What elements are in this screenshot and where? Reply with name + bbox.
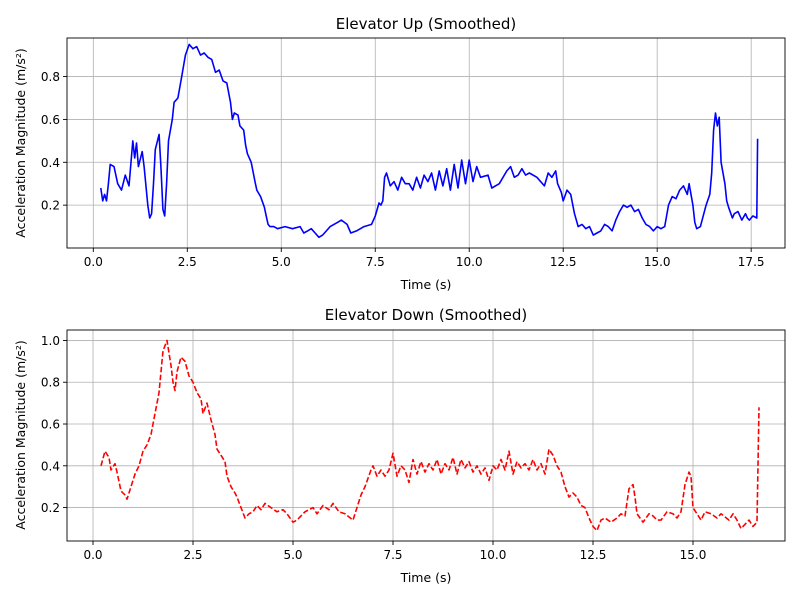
y-tick-label: 1.0 [41,334,60,348]
chart-elevator-up: Elevator Up (Smoothed) Time (s) Accelera… [13,15,786,292]
series-line [100,43,759,239]
y-tick-label: 0.4 [41,459,60,473]
y-tick-label: 0.8 [41,70,60,84]
x-tick-label: 5.0 [272,255,291,269]
x-tick-label: 10.0 [480,548,507,562]
plot-frame [66,37,786,249]
grid [67,38,785,248]
y-tick-label: 0.2 [41,501,60,515]
y-axis-label: Acceleration Magnitude (m/s²) [13,340,28,530]
x-tick-label: 0.0 [84,255,103,269]
x-axis-label: Time (s) [400,277,452,292]
y-tick-label: 0.2 [41,199,60,213]
x-tick-label: 7.5 [383,548,402,562]
chart-elevator-down: Elevator Down (Smoothed) Time (s) Accele… [13,306,786,585]
x-tick-label: 7.5 [366,255,385,269]
x-tick-label: 15.0 [644,255,671,269]
plot-frame [66,329,786,542]
y-axis-label: Acceleration Magnitude (m/s²) [13,48,28,238]
x-tick-label: 0.0 [83,548,102,562]
x-axis-label: Time (s) [400,570,452,585]
y-tick-label: 0.4 [41,156,60,170]
grid [67,330,785,541]
x-tick-label: 15.0 [680,548,707,562]
x-tick-label: 5.0 [283,548,302,562]
x-tick-label: 2.5 [183,548,202,562]
y-tick-label: 0.6 [41,418,60,432]
x-tick-label: 10.0 [456,255,483,269]
y-tick-label: 0.6 [41,113,60,127]
chart-title: Elevator Down (Smoothed) [325,306,528,324]
chart-title: Elevator Up (Smoothed) [336,15,517,33]
x-tick-label: 12.5 [550,255,577,269]
y-tick-label: 0.8 [41,376,60,390]
x-tick-label: 17.5 [738,255,765,269]
series-line [100,339,760,532]
x-tick-label: 2.5 [178,255,197,269]
x-tick-label: 12.5 [580,548,607,562]
